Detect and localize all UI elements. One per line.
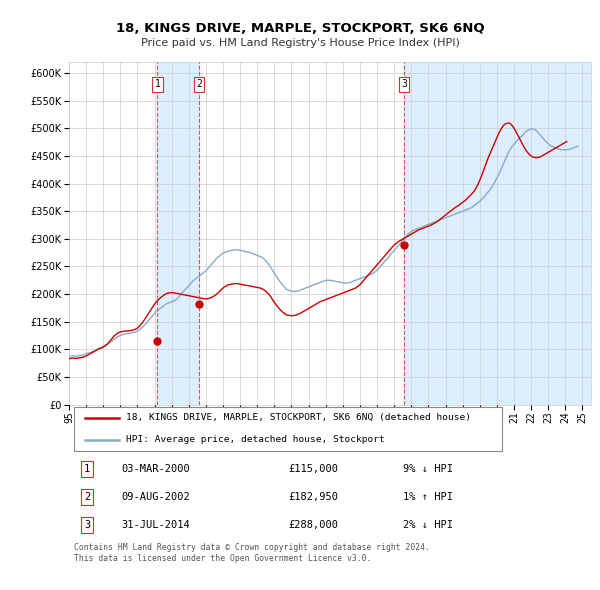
Text: 9% ↓ HPI: 9% ↓ HPI [403,464,453,474]
Text: 3: 3 [84,520,91,530]
Text: 31-JUL-2014: 31-JUL-2014 [121,520,190,530]
Text: 1% ↑ HPI: 1% ↑ HPI [403,492,453,502]
Text: £182,950: £182,950 [288,492,338,502]
Text: Price paid vs. HM Land Registry's House Price Index (HPI): Price paid vs. HM Land Registry's House … [140,38,460,48]
Text: 09-AUG-2002: 09-AUG-2002 [121,492,190,502]
Text: 3: 3 [401,79,407,89]
Text: Contains HM Land Registry data © Crown copyright and database right 2024.
This d: Contains HM Land Registry data © Crown c… [74,543,430,563]
Bar [157,62,199,405]
Text: 1: 1 [155,79,160,89]
Text: 2: 2 [84,492,91,502]
Text: 18, KINGS DRIVE, MARPLE, STOCKPORT, SK6 6NQ: 18, KINGS DRIVE, MARPLE, STOCKPORT, SK6 … [116,22,484,35]
FancyBboxPatch shape [74,407,502,451]
Text: 03-MAR-2000: 03-MAR-2000 [121,464,190,474]
Text: 2: 2 [196,79,202,89]
Text: 18, KINGS DRIVE, MARPLE, STOCKPORT, SK6 6NQ (detached house): 18, KINGS DRIVE, MARPLE, STOCKPORT, SK6 … [127,413,472,422]
Text: 2% ↓ HPI: 2% ↓ HPI [403,520,453,530]
Text: HPI: Average price, detached house, Stockport: HPI: Average price, detached house, Stoc… [127,435,385,444]
Bar [404,62,591,405]
Text: 1: 1 [84,464,91,474]
Text: £115,000: £115,000 [288,464,338,474]
Text: £288,000: £288,000 [288,520,338,530]
